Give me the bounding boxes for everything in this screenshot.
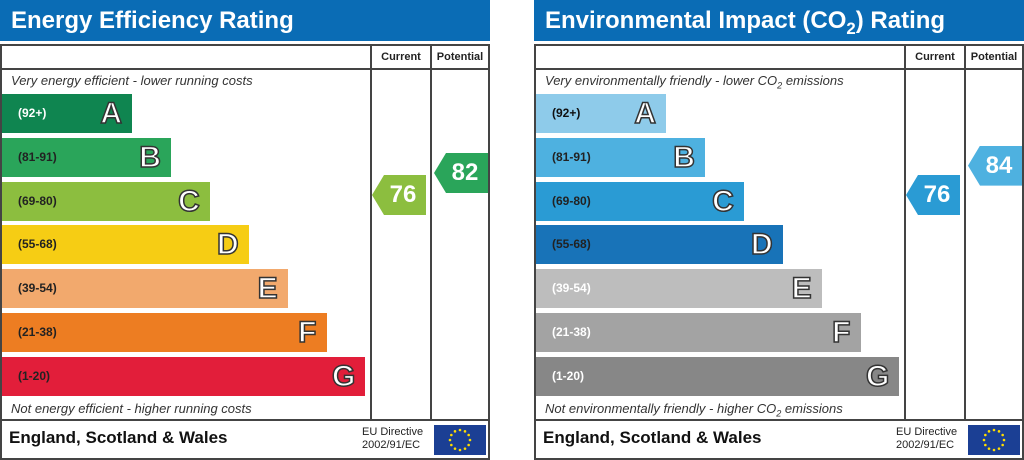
band-bar-c: (69-80) C (2, 181, 210, 221)
band-range: (81-91) (18, 149, 57, 164)
directive-line: 2002/91/EC (896, 439, 955, 451)
band-bar-c: (69-80) C (536, 181, 744, 221)
band-bar-g: (1-20) G (2, 356, 366, 396)
band-range: (55-68) (18, 237, 57, 252)
column-divider (964, 44, 966, 420)
band-letter: B (138, 140, 161, 175)
current-rating-arrow: 76 (372, 175, 426, 215)
potential-column-header: Potential (436, 51, 484, 63)
column-divider (370, 44, 372, 420)
band-bar-b: (81-91) B (536, 137, 705, 177)
band-bar-e: (39-54) E (2, 269, 288, 309)
eu-directive: EU Directive 2002/91/EC (362, 426, 423, 452)
bottom-note: Not environmentally friendly - higher CO… (545, 401, 843, 419)
band-letter: D (750, 228, 773, 263)
header-divider (0, 68, 490, 70)
band-letter: D (216, 228, 239, 263)
rating-frame (534, 44, 1024, 460)
band-letter: E (791, 271, 813, 306)
band-range: (39-54) (18, 281, 57, 296)
eu-flag-icon (434, 425, 486, 455)
band-range: (1-20) (18, 368, 51, 383)
band-bar-b: (81-91) B (2, 137, 171, 177)
band-bar-g: (1-20) G (536, 356, 900, 396)
top-note: Very energy efficient - lower running co… (11, 73, 253, 88)
eu-directive: EU Directive 2002/91/EC (896, 426, 957, 452)
band-range: (21-38) (552, 325, 591, 339)
band-range: (55-68) (552, 237, 591, 252)
directive-line: 2002/91/EC (362, 439, 421, 451)
band-letter: C (711, 184, 734, 219)
current-column-header: Current (381, 51, 421, 63)
band-range: (92+) (552, 106, 581, 120)
energy-efficiency-panel: Energy Efficiency Rating Current Potential… (0, 0, 490, 460)
band-bar-d: (55-68) D (536, 225, 783, 265)
directive-line: EU Directive (896, 426, 958, 438)
band-bar-d: (55-68) D (2, 225, 249, 265)
band-range: (21-38) (18, 325, 57, 339)
rating-frame (0, 44, 490, 460)
footer-divider (534, 419, 1024, 421)
band-range: (69-80) (552, 193, 591, 208)
band-bar-a: (92+) A (536, 94, 666, 133)
band-letter: A (634, 96, 657, 131)
bottom-note: Not energy efficient - higher running co… (11, 401, 252, 416)
potential-column-header: Potential (970, 51, 1018, 63)
band-letter: C (177, 184, 200, 219)
potential-rating-arrow: 84 (968, 145, 1022, 186)
band-bar-e: (39-54) E (536, 269, 822, 309)
header-divider (534, 68, 1024, 70)
environmental-impact-panel: Environmental Impact (CO2) Rating Current… (534, 0, 1024, 460)
band-range: (1-20) (552, 368, 585, 383)
band-letter: G (865, 359, 890, 394)
band-letter: A (100, 96, 123, 131)
region-label: England, Scotland & Wales (9, 428, 228, 447)
band-letter: G (331, 359, 356, 394)
column-divider (430, 44, 432, 420)
potential-rating-arrow: 82 (434, 152, 488, 193)
band-range: (69-80) (18, 193, 57, 208)
eu-flag-icon (968, 425, 1020, 455)
band-range: (92+) (18, 106, 47, 120)
column-divider (904, 44, 906, 420)
current-column-header: Current (915, 51, 955, 63)
band-bar-a: (92+) A (2, 94, 132, 133)
band-range: (81-91) (552, 149, 591, 164)
chart-title: Environmental Impact (CO2) Rating (534, 0, 1024, 41)
current-rating-arrow: 76 (906, 175, 960, 215)
band-bar-f: (21-38) F (536, 313, 861, 352)
band-letter: F (831, 315, 851, 350)
band-range: (39-54) (552, 281, 591, 296)
band-letter: B (672, 140, 695, 175)
band-letter: F (297, 315, 317, 350)
top-note: Very environmentally friendly - lower CO… (545, 73, 844, 91)
region-label: England, Scotland & Wales (543, 428, 762, 447)
directive-line: EU Directive (362, 426, 424, 438)
band-bar-f: (21-38) F (2, 313, 327, 352)
band-letter: E (257, 271, 279, 306)
chart-title: Energy Efficiency Rating (0, 0, 490, 41)
footer-divider (0, 419, 490, 421)
